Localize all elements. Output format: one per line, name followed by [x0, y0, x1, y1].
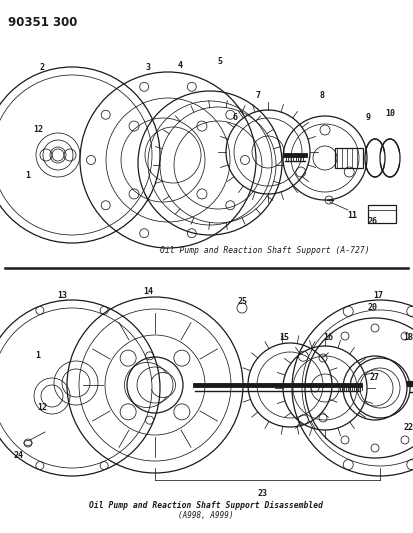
Text: 10: 10 [385, 109, 395, 117]
Text: 12: 12 [33, 125, 43, 134]
Text: 11: 11 [347, 211, 357, 220]
Text: 22: 22 [403, 424, 413, 432]
Text: 12: 12 [37, 403, 47, 413]
Text: 3: 3 [145, 63, 150, 72]
Text: 14: 14 [143, 287, 153, 296]
Text: 23: 23 [257, 489, 267, 498]
Text: 20: 20 [367, 303, 377, 312]
Text: 5: 5 [218, 58, 223, 67]
Text: 1: 1 [36, 351, 40, 359]
Text: 24: 24 [13, 450, 23, 459]
Text: (A998, A999): (A998, A999) [178, 511, 234, 520]
Text: 26: 26 [367, 217, 377, 227]
Text: Oil Pump and Reaction Shaft Support Disassembled: Oil Pump and Reaction Shaft Support Disa… [89, 501, 323, 510]
Text: 8: 8 [320, 91, 325, 100]
Text: 90351 300: 90351 300 [8, 16, 77, 29]
Text: Oil Pump and Reaction Shaft Support (A-727): Oil Pump and Reaction Shaft Support (A-7… [160, 246, 370, 255]
Bar [335, 148, 363, 168]
Text: 15: 15 [279, 334, 289, 343]
Text: 27: 27 [369, 374, 379, 383]
Text: 25: 25 [237, 297, 247, 306]
Text: 13: 13 [57, 290, 67, 300]
Text: 18: 18 [403, 334, 413, 343]
Text: 4: 4 [178, 61, 183, 69]
Text: 17: 17 [373, 290, 383, 300]
Text: 16: 16 [323, 334, 333, 343]
Text: 6: 6 [233, 114, 237, 123]
Text: 9: 9 [366, 114, 370, 123]
Text: 1: 1 [26, 171, 31, 180]
Text: 7: 7 [256, 91, 261, 100]
Text: 2: 2 [40, 63, 45, 72]
Bar [368, 205, 396, 223]
